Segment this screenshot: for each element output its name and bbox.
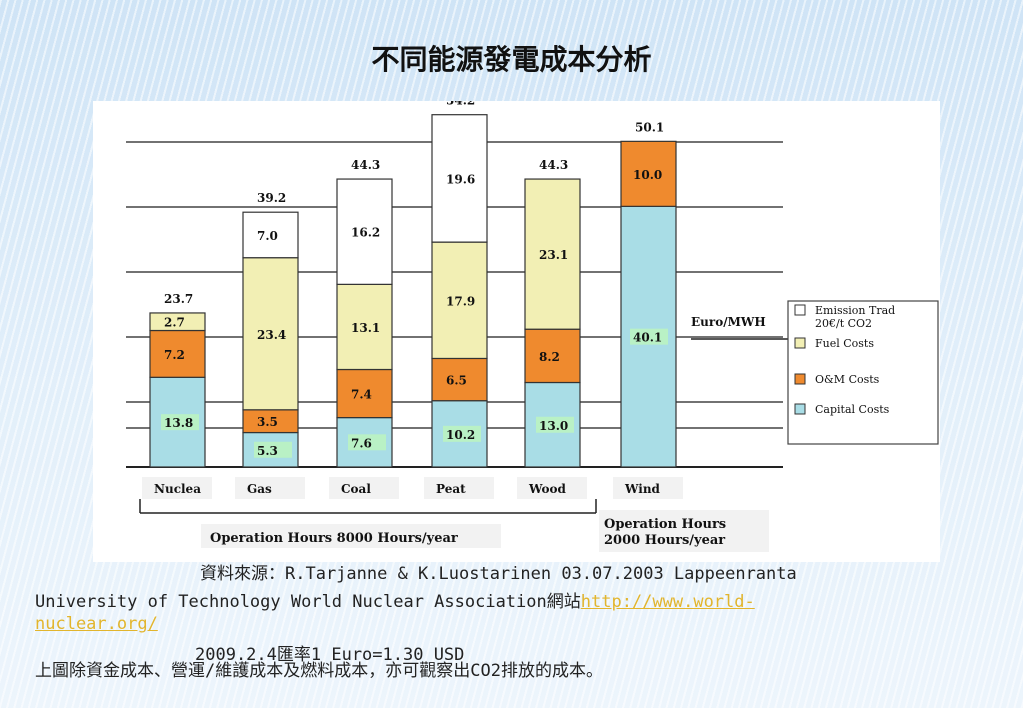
bar-nuclea-fuel — [149, 312, 206, 332]
bar-peat-fuel — [431, 241, 488, 360]
category-label-peat: Peat — [436, 482, 466, 496]
bar-value-bg — [536, 416, 574, 433]
category-label-bg — [517, 477, 587, 499]
category-label-wind: Wind — [624, 482, 661, 496]
category-label-bg — [613, 477, 683, 499]
bar-wood-fuel — [524, 178, 581, 330]
category-label-gas: Gas — [247, 482, 272, 496]
bar-coal-om — [336, 368, 393, 419]
bar-gas-emission — [242, 211, 299, 259]
bar-value-label: 17.9 — [446, 294, 475, 308]
source-link-continued[interactable]: nuclear.org/ — [35, 614, 158, 634]
slide-caption: 上圖除資金成本、營運/維護成本及燃料成本，亦可觀察出CO2排放的成本。 — [35, 661, 603, 681]
bar-peat-om — [431, 357, 488, 402]
bar-value-bg — [443, 425, 481, 442]
bar-total-label: 50.1 — [635, 120, 664, 134]
bar-value-label: 16.2 — [351, 226, 380, 240]
legend-swatch-2 — [794, 373, 806, 385]
legend-swatch-0 — [794, 304, 806, 316]
legend-box — [787, 300, 939, 445]
bar-total-label: 23.7 — [164, 292, 193, 306]
operation-hours-wind-line2: 2000 Hours/year — [604, 533, 725, 548]
source-line-3: nuclear.org/ — [35, 614, 158, 634]
bar-value-label: 5.3 — [257, 444, 278, 458]
bar-total-label: 44.3 — [539, 158, 568, 172]
bar-total-label: 39.2 — [257, 191, 286, 205]
bar-value-label: 7.4 — [351, 388, 372, 402]
bar-coal-fuel — [336, 283, 393, 371]
bar-value-label: 13.0 — [539, 419, 568, 433]
operation-hours-8000: Operation Hours 8000 Hours/year — [210, 531, 458, 546]
bar-value-label: 13.1 — [351, 321, 380, 335]
legend-label-2: O&M Costs — [815, 373, 880, 386]
category-label-bg — [142, 477, 212, 499]
exchange-rate-note: 2009.2.4匯率1 Euro=1.30 USD — [195, 645, 465, 665]
bar-value-label: 2.7 — [164, 316, 185, 330]
source-org-text: University of Technology World Nuclear A… — [35, 592, 581, 612]
bar-value-bg — [630, 328, 668, 345]
bar-total-label: 44.3 — [351, 158, 380, 172]
stacked-bar-chart: 13.8 7.2 2.7 23.7 Nuclea 5.3 3.5 23.4 7.0 39.2 Gas… — [126, 101, 939, 552]
legend-label-0: Emission Trad — [815, 304, 895, 317]
category-label-nuclea: Nuclea — [154, 482, 201, 496]
category-label-bg — [235, 477, 305, 499]
slide-title: 不同能源發電成本分析 — [371, 43, 652, 76]
legend-swatch-1 — [794, 337, 806, 349]
bar-value-label: 7.2 — [164, 348, 185, 362]
source-line-1: 資料來源：R.Tarjanne & K.Luostarinen 03.07.20… — [200, 564, 797, 584]
bar-value-bg — [161, 414, 199, 431]
legend-label-0-line2: 20€/t CO2 — [815, 317, 872, 330]
category-label-coal: Coal — [341, 482, 371, 496]
bar-value-label: 10.2 — [446, 428, 475, 442]
category-label-bg — [424, 477, 494, 499]
bar-value-label: 40.1 — [633, 331, 662, 345]
legend-swatch-3 — [794, 403, 806, 415]
bar-nuclea-om — [149, 329, 206, 378]
bar-peat-emission — [431, 114, 488, 243]
category-label-bg — [329, 477, 399, 499]
bar-value-label: 3.5 — [257, 415, 278, 429]
bar-value-label: 7.0 — [257, 229, 278, 243]
bar-value-label: 10.0 — [633, 168, 662, 182]
bar-value-label: 6.5 — [446, 374, 467, 388]
source-link[interactable]: http://www.world- — [580, 592, 755, 612]
legend-label-1: Fuel Costs — [815, 337, 874, 350]
bar-wind-om — [620, 140, 677, 207]
operation-hours-wind-line1: Operation Hours — [604, 517, 726, 532]
chart-panel: 13.8 7.2 2.7 23.7 Nuclea 5.3 3.5 23.4 7.0 39.2 Gas… — [93, 101, 940, 562]
unit-label: Euro/MWH — [691, 315, 766, 329]
bar-value-label: 23.1 — [539, 248, 568, 262]
bar-total-label: 54.2 — [446, 101, 475, 108]
category-label-wood: Wood — [528, 482, 567, 496]
bar-coal-emission — [336, 178, 393, 285]
bar-value-label: 7.6 — [351, 436, 372, 450]
legend-label-3: Capital Costs — [815, 403, 890, 416]
bar-value-label: 13.8 — [164, 416, 193, 430]
operation-hours-wind-bg — [599, 510, 769, 552]
operation-hours-bg — [201, 524, 501, 548]
bar-value-bg — [254, 441, 292, 458]
bar-value-label: 23.4 — [257, 328, 286, 342]
bar-value-label: 19.6 — [446, 172, 475, 186]
source-line-2: University of Technology World Nuclear A… — [35, 587, 755, 612]
bar-value-bg — [348, 434, 386, 451]
bar-wood-om — [524, 328, 581, 384]
bar-value-label: 8.2 — [539, 350, 560, 364]
